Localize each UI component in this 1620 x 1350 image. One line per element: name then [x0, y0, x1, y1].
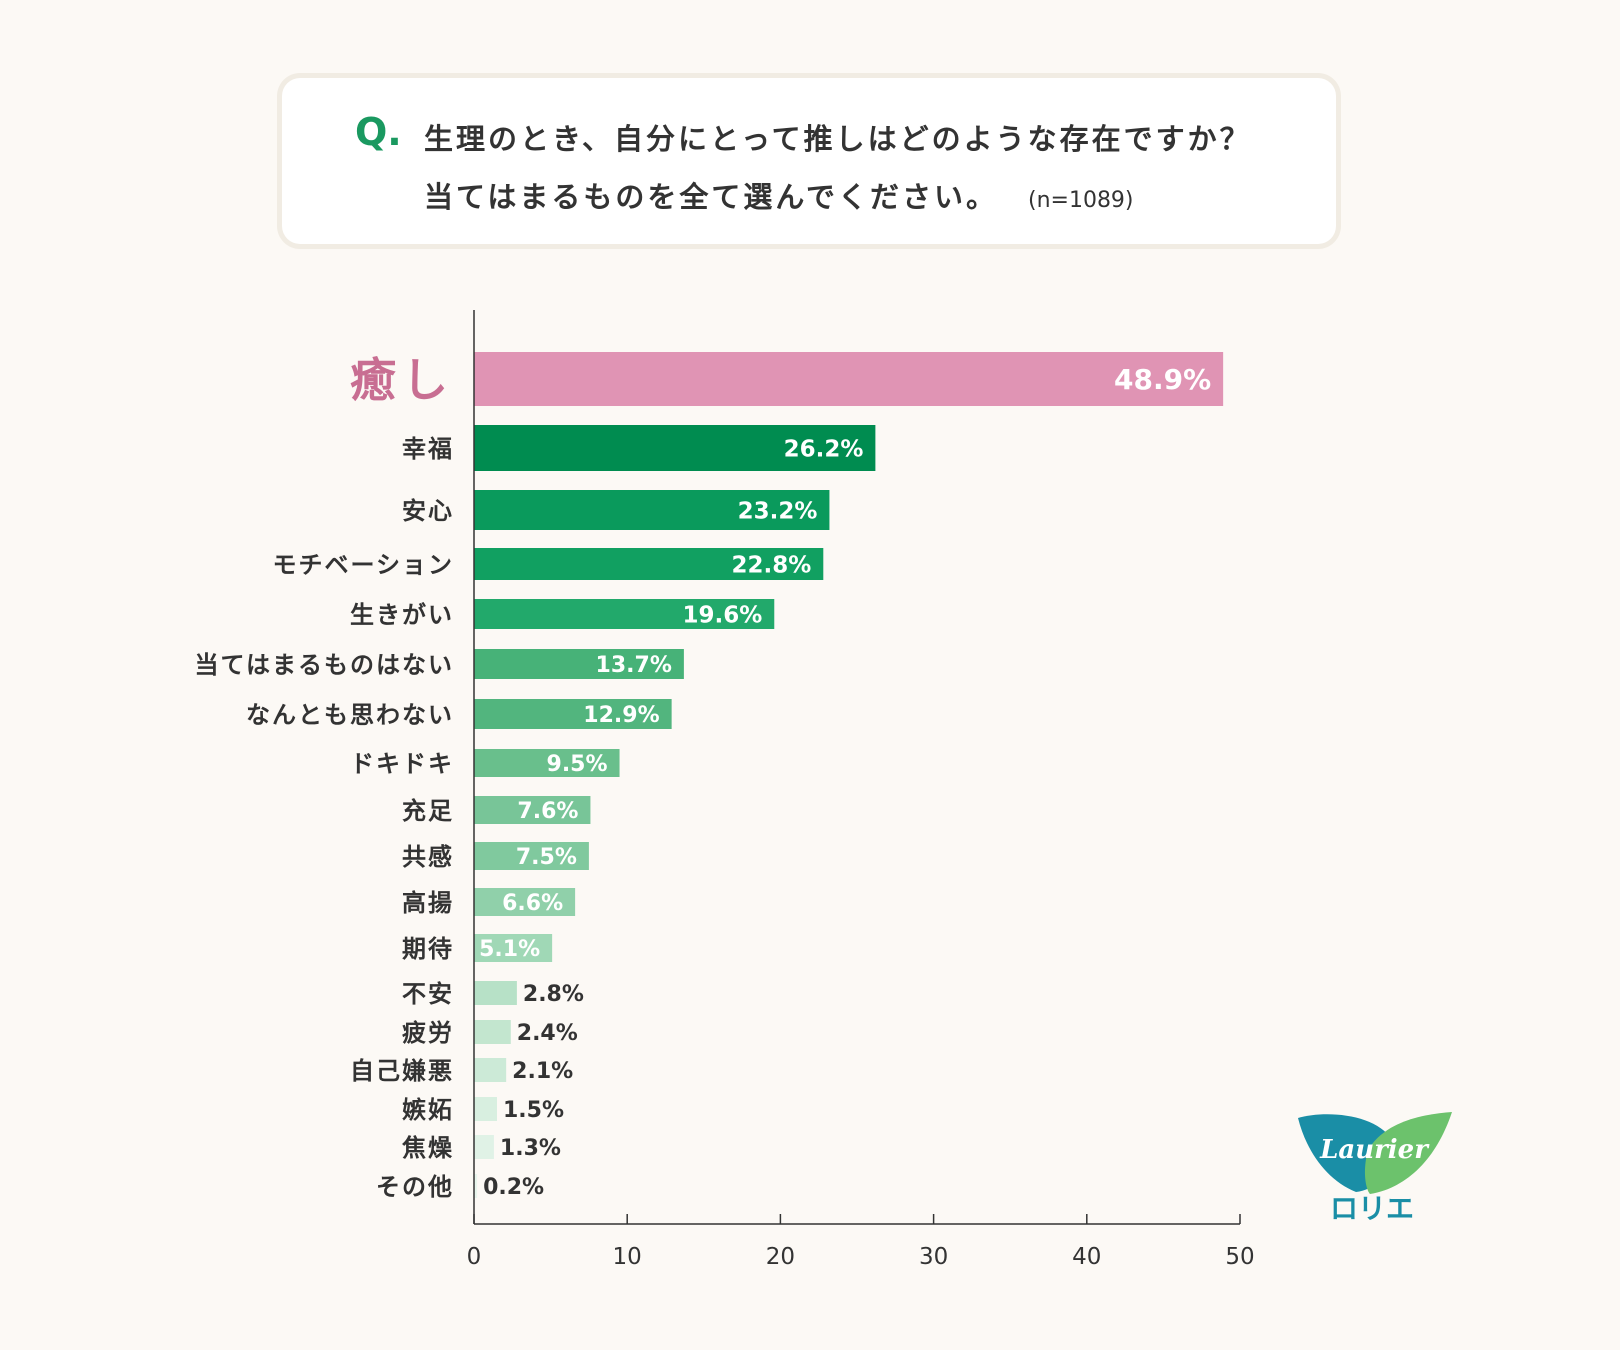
- question-line-2-text: 当てはまるものを全て選んでください。: [424, 180, 998, 214]
- value-label-17: 0.2%: [483, 1175, 544, 1200]
- bar-12: [474, 981, 517, 1005]
- category-label-13: 疲労: [402, 1019, 454, 1047]
- category-label-4: 生きがい: [350, 601, 454, 629]
- bar-14: [474, 1058, 507, 1082]
- category-label-14: 自己嫌悪: [350, 1057, 454, 1085]
- value-label-0: 48.9%: [1114, 363, 1211, 396]
- x-tick-label-1: 10: [613, 1244, 642, 1270]
- category-label-5: 当てはまるものはない: [194, 651, 454, 679]
- category-label-1: 幸福: [402, 435, 454, 463]
- bar-3: [474, 548, 824, 580]
- x-tick-label-2: 20: [766, 1244, 795, 1270]
- value-label-5: 13.7%: [596, 653, 672, 678]
- value-label-7: 9.5%: [547, 752, 608, 777]
- value-label-14: 2.1%: [512, 1059, 573, 1084]
- x-tick-label-3: 30: [919, 1244, 948, 1270]
- category-label-17: その他: [376, 1173, 454, 1201]
- bar-9: [474, 842, 589, 870]
- logo-katakana-text: ロリエ: [1330, 1192, 1414, 1225]
- value-label-2: 23.2%: [738, 498, 818, 524]
- bar-0: [474, 352, 1224, 406]
- value-label-11: 5.1%: [479, 937, 540, 962]
- category-label-15: 嫉妬: [402, 1096, 454, 1124]
- bar-17: [474, 1174, 478, 1198]
- value-label-6: 12.9%: [583, 703, 659, 728]
- category-label-6: なんとも思わない: [246, 701, 454, 729]
- category-label-12: 不安: [402, 980, 454, 1008]
- value-label-8: 7.6%: [517, 799, 578, 824]
- bar-11: [474, 934, 553, 962]
- question-box: Q. 生理のとき、自分にとって推しはどのような存在ですか？ 当てはまるものを全て…: [282, 78, 1336, 244]
- x-tick-label-0: 0: [467, 1244, 482, 1270]
- category-label-0: 癒し: [350, 353, 454, 407]
- value-label-12: 2.8%: [523, 982, 584, 1007]
- bar-16: [474, 1135, 494, 1159]
- laurier-logo: Laurier ロリエ: [1296, 1110, 1456, 1230]
- category-label-3: モチベーション: [272, 551, 454, 579]
- value-label-15: 1.5%: [503, 1098, 564, 1123]
- value-label-16: 1.3%: [500, 1136, 561, 1161]
- bar-10: [474, 888, 576, 916]
- bar-4: [474, 599, 775, 629]
- bar-8: [474, 796, 591, 824]
- bar-1: [474, 425, 876, 471]
- category-label-10: 高揚: [402, 889, 454, 917]
- question-line-1: 生理のとき、自分にとって推しはどのような存在ですか？: [424, 122, 1252, 156]
- sample-size: (n=1089): [1027, 188, 1134, 213]
- bar-2: [474, 490, 830, 530]
- bar-15: [474, 1097, 497, 1121]
- category-label-9: 共感: [402, 843, 454, 871]
- category-label-8: 充足: [402, 797, 454, 825]
- x-tick-label-4: 40: [1072, 1244, 1101, 1270]
- bar-5: [474, 649, 684, 679]
- category-label-11: 期待: [402, 935, 454, 963]
- bar-7: [474, 749, 620, 777]
- value-label-4: 19.6%: [682, 602, 762, 628]
- bar-13: [474, 1020, 511, 1044]
- bar-6: [474, 699, 672, 729]
- logo-brand-text: Laurier: [1319, 1135, 1430, 1165]
- value-label-13: 2.4%: [517, 1021, 578, 1046]
- value-label-3: 22.8%: [731, 552, 811, 578]
- category-label-2: 安心: [402, 497, 454, 525]
- category-label-16: 焦燥: [402, 1134, 454, 1162]
- value-label-1: 26.2%: [784, 436, 864, 462]
- question-mark: Q.: [355, 110, 402, 154]
- laurier-leaf-icon: Laurier ロリエ: [1298, 1112, 1452, 1225]
- x-tick-label-5: 50: [1225, 1244, 1254, 1270]
- value-label-9: 7.5%: [516, 845, 577, 870]
- value-label-10: 6.6%: [502, 891, 563, 916]
- question-line-2: 当てはまるものを全て選んでください。 (n=1089): [424, 174, 1134, 216]
- category-label-7: ドキドキ: [350, 750, 454, 778]
